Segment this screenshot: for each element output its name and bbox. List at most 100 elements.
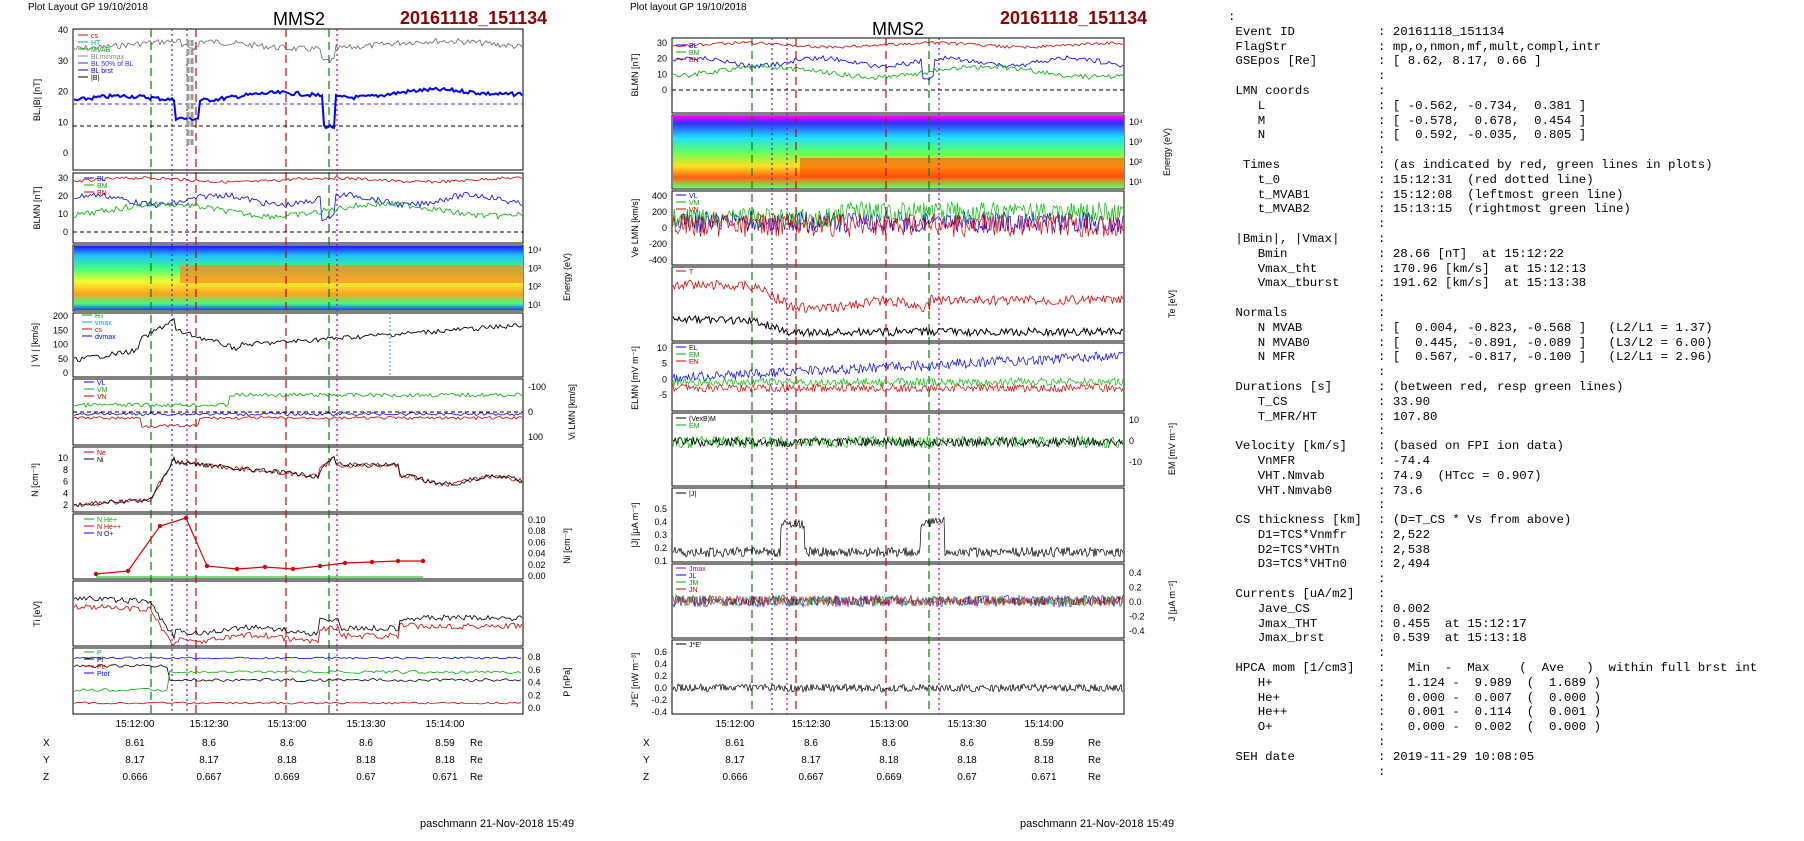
left-orbit-value: 8.61 <box>125 738 145 749</box>
info-key: Jave_CS <box>1228 601 1310 616</box>
left-hepp-series <box>95 517 423 575</box>
center-em-tick-1: 0 <box>1129 436 1134 446</box>
info-key: D1=TCS*Vnmfr <box>1228 527 1347 542</box>
center-je-series <box>672 682 1124 693</box>
center-blmn-legend-entry-2: BN <box>689 57 699 64</box>
center-em-legend-entry-0: (VexB)M <box>689 416 716 423</box>
center-header: Plot layout GP 19/10/2018 <box>630 2 747 13</box>
info-line: : <box>1228 572 1757 587</box>
center-e-legend-entry-1: EM <box>689 352 700 359</box>
center-ve-ylabel: Ve LMN [km/s] <box>630 199 640 258</box>
left-time-tick-4: 15:14:00 <box>426 719 465 730</box>
center-je-legend-entry-0: J*E' <box>689 642 701 649</box>
left-nminor-legend-entry-2: N O+ <box>97 531 114 538</box>
left-bl-legend-entry-3: BLminmax <box>91 54 125 61</box>
left-blmn-tick-3: 30 <box>58 173 68 183</box>
center-orbit-value: 8.17 <box>801 755 821 766</box>
left-vl-series <box>73 392 523 408</box>
info-value: : 15:13:15 (rightmost green line) <box>1378 202 1631 217</box>
info-line: Velocity [km/s] : (based on FPI ion data) <box>1228 439 1757 454</box>
info-value: : 0.001 - 0.114 ( 0.001 ) <box>1378 705 1602 720</box>
info-key: Event ID <box>1228 24 1295 39</box>
left-bl-tick-2: 20 <box>58 87 68 97</box>
center-figure: 0 10 20 30 10¹ 10² 10³ 10⁴ -400 -200 0 200 400 -5 0 5 10… <box>630 37 1177 783</box>
center-te-legend-entry-0: T <box>689 269 694 276</box>
info-value: : [ -0.562, -0.734, 0.381 ] <box>1378 98 1587 113</box>
info-value: : <box>1378 365 1386 380</box>
center-vl-series <box>672 212 1124 238</box>
left-vi-legend-entry-3: dvmax <box>95 334 116 341</box>
center-blmn-ylabel: BLMN [nT] <box>630 53 640 96</box>
info-value: : 0.000 - 0.007 ( 0.000 ) <box>1378 690 1602 705</box>
left-bl-legend-entry-6: |B| <box>91 75 99 82</box>
info-value: : <box>1378 764 1386 779</box>
info-key: N MFR <box>1228 350 1295 365</box>
center-je-tick-0: -0.4 <box>651 707 667 717</box>
info-line: N: [ 0.592, -0.035, 0.805 ] <box>1228 128 1757 143</box>
left-n-legend-entry-0: Ne <box>97 450 106 457</box>
center-blmn-tick-0: 0 <box>662 85 667 95</box>
info-value: : <box>1378 646 1386 661</box>
info-line: VnMFR: -74.4 <box>1228 454 1757 469</box>
info-line: O+: 0.000 - 0.002 ( 0.000 ) <box>1228 720 1757 735</box>
info-line: t_MVAB1: 15:12:08 (leftmost green line) <box>1228 188 1757 203</box>
info-line: Normals: <box>1228 306 1757 321</box>
left-p-tick-1: 0.2 <box>528 690 541 700</box>
left-nminor-tick-2: 0.04 <box>528 549 546 559</box>
info-key: Jmax_THT <box>1228 616 1318 631</box>
center-jm-series <box>672 595 1124 607</box>
center-em-series <box>672 376 1124 388</box>
info-key: Bmin <box>1228 246 1288 261</box>
left-hepp-point-9 <box>342 560 348 566</box>
left-vm-series <box>73 415 523 428</box>
center-jlmn-legend-entry-1: JL <box>689 573 697 580</box>
left-pi-series <box>73 664 522 682</box>
info-value: : <box>1378 572 1386 587</box>
info-line: D3=TCS*VHTn0: 2,494 <box>1228 557 1757 572</box>
center-time-tick-0: 15:12:00 <box>716 719 755 730</box>
info-value: : [ -0.578, 0.678, 0.454 ] <box>1378 113 1587 128</box>
left-p-legend-entry-1: Pi <box>97 657 104 664</box>
info-key: Velocity [km/s] <box>1228 439 1347 454</box>
left-spacecraft-title: MMS2 <box>273 9 326 29</box>
left-time-tick-3: 15:13:30 <box>347 719 386 730</box>
left-vi-ylabel: | Vi | [km/s] <box>30 323 40 367</box>
left-p-tick-2: 0.4 <box>528 678 541 688</box>
left-vlmn-tick-2: -100 <box>528 382 546 392</box>
info-line: : <box>1228 424 1757 439</box>
info-key: CS thickness [km] <box>1228 513 1362 528</box>
left-vlmn-tick-1: 0 <box>528 407 533 417</box>
center-orbit-value: 0.667 <box>798 772 823 783</box>
center-e-tick-1: 0 <box>662 374 667 384</box>
center-je-tick-5: 0.6 <box>654 647 667 657</box>
center-event-lines <box>751 38 940 714</box>
center-bn-series <box>672 64 1124 80</box>
info-value: : mp,o,nmon,mf,mult,compl,intr <box>1378 39 1602 54</box>
left-vi-legend-entry-1: vmax <box>95 320 112 327</box>
center-time-tick-3: 15:13:30 <box>948 719 987 730</box>
left-ne-series <box>73 455 523 508</box>
center-y-ticks: 0 10 20 30 10¹ 10² 10³ 10⁴ -400 -200 0 200 400 -5 0 5 10… <box>649 38 1145 717</box>
info-value: : (based on FPI ion data) <box>1378 439 1564 454</box>
left-bl-legend-entry-2: MVAB <box>91 47 111 54</box>
info-line: LMN coords: <box>1228 84 1757 99</box>
center-orbit-value: 0.666 <box>722 772 747 783</box>
info-value: : <box>1378 498 1386 513</box>
info-line: : <box>1228 291 1757 306</box>
info-line: N MVAB: [ 0.004, -0.823, -0.568 ] (L2/L1… <box>1228 321 1757 336</box>
center-ve-tick-0: -400 <box>649 255 667 265</box>
info-line: : <box>1228 765 1757 780</box>
center-ve-legend-entry-1: VM <box>689 200 700 207</box>
info-line: Currents [uA/m2]: <box>1228 587 1757 602</box>
left-orbit-value: 8.6 <box>202 738 216 749</box>
info-value: : 33.90 <box>1378 394 1431 409</box>
info-value: : 170.96 [km/s] at 15:12:13 <box>1378 261 1587 276</box>
left-ni-series <box>73 455 523 508</box>
left-bl-brst-series <box>73 86 523 130</box>
left-vlmn-legend-entry-1: VM <box>97 387 108 394</box>
info-value: : [ 0.004, -0.823, -0.568 ] (L2/L1 = 1.3… <box>1378 320 1713 335</box>
left-ti-tick-0: 10³ <box>55 0 68 2</box>
left-ti-ylabel: Ti [eV] <box>32 601 42 627</box>
center-blmn-tick-3: 30 <box>657 38 667 48</box>
left-vlmn-tick-0: 100 <box>528 432 543 442</box>
